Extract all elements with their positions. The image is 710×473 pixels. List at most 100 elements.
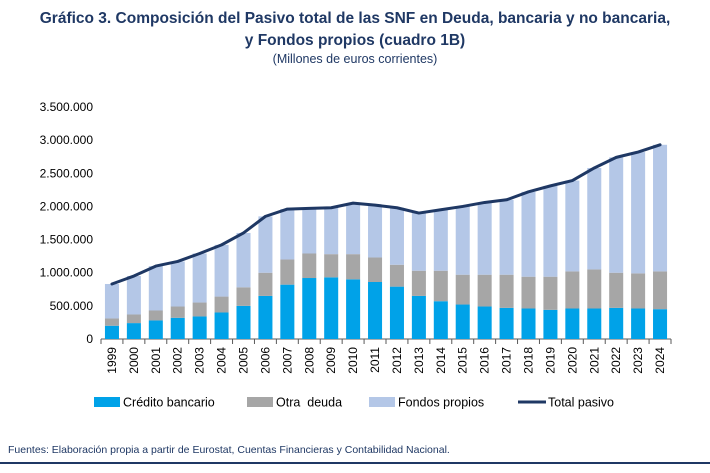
x-tick-label: 2020 (565, 347, 579, 374)
bar-credito-bancario (214, 312, 229, 339)
point-total-pasivo (154, 264, 158, 268)
y-tick-label: 2.000.000 (40, 199, 94, 213)
x-tick-label: 2022 (609, 347, 623, 374)
bar-fondos-propios (631, 152, 646, 274)
bar-credito-bancario (499, 307, 514, 339)
bar-fondos-propios (324, 207, 339, 255)
point-total-pasivo (329, 206, 333, 209)
chart-bars (104, 144, 668, 339)
point-total-pasivo (176, 260, 179, 263)
point-total-pasivo (242, 231, 245, 235)
bar-otra-deuda (411, 270, 426, 296)
bar-otra-deuda (455, 274, 470, 305)
bar-otra-deuda (280, 259, 295, 285)
bar-credito-bancario (104, 325, 119, 339)
bar-fondos-propios (126, 276, 141, 315)
bar-credito-bancario (587, 308, 602, 339)
bar-credito-bancario (543, 309, 558, 339)
bar-otra-deuda (346, 254, 361, 280)
bar-otra-deuda (609, 272, 624, 308)
bar-fondos-propios (170, 261, 185, 307)
footer-divider (0, 462, 710, 464)
bar-credito-bancario (609, 307, 624, 339)
bar-credito-bancario (148, 320, 163, 339)
bar-credito-bancario (346, 279, 361, 339)
bar-fondos-propios (653, 144, 668, 272)
point-total-pasivo (110, 282, 114, 286)
legend-swatch (94, 397, 120, 407)
x-tick-label: 2016 (478, 347, 492, 374)
bar-otra-deuda (324, 254, 339, 278)
x-tick-label: 2002 (171, 347, 185, 374)
source-note: Fuentes: Elaboración propia a partir de … (8, 444, 450, 456)
point-total-pasivo (614, 156, 618, 159)
x-tick-label: 2004 (215, 347, 229, 374)
bar-fondos-propios (104, 283, 119, 319)
bar-credito-bancario (324, 277, 339, 339)
bar-fondos-propios (236, 232, 251, 288)
bar-credito-bancario (126, 323, 141, 339)
bar-credito-bancario (455, 304, 470, 339)
x-tick-label: 2019 (543, 347, 557, 374)
point-total-pasivo (505, 198, 508, 201)
point-total-pasivo (483, 201, 486, 204)
bar-otra-deuda (565, 271, 580, 309)
y-tick-label: 1.500.000 (40, 233, 94, 247)
point-total-pasivo (571, 179, 574, 182)
point-total-pasivo (461, 205, 464, 208)
bar-credito-bancario (411, 295, 426, 339)
chart-subtitle: (Millones de euros corrientes) (272, 52, 438, 66)
bar-otra-deuda (499, 274, 514, 308)
bar-otra-deuda (389, 264, 404, 287)
bar-fondos-propios (214, 244, 229, 297)
y-tick-label: 3.000.000 (40, 133, 94, 147)
point-total-pasivo (286, 207, 289, 211)
bar-otra-deuda (148, 310, 163, 321)
bar-otra-deuda (653, 271, 668, 310)
y-tick-label: 3.500.000 (40, 100, 94, 114)
chart-legend: Crédito bancario Otra deuda Fondos propios… (94, 396, 614, 410)
y-tick-label: 2.500.000 (40, 166, 94, 180)
point-total-pasivo (198, 252, 201, 255)
x-tick-label: 2008 (302, 347, 316, 374)
bar-otra-deuda (587, 269, 602, 309)
x-tick-label: 2006 (258, 347, 272, 374)
bar-otra-deuda (477, 274, 492, 307)
bar-otra-deuda (302, 253, 317, 279)
bar-credito-bancario (280, 284, 295, 339)
line-total-pasivo (110, 143, 662, 286)
point-total-pasivo (549, 184, 552, 188)
bar-fondos-propios (389, 207, 404, 265)
x-tick-label: 2001 (149, 347, 163, 374)
bar-credito-bancario (653, 309, 668, 339)
point-total-pasivo (527, 190, 530, 194)
y-tick-label: 500.000 (50, 299, 94, 313)
point-total-pasivo (351, 201, 355, 205)
bar-credito-bancario (433, 301, 448, 339)
bar-otra-deuda (521, 276, 536, 309)
bar-credito-bancario (258, 295, 273, 339)
bar-otra-deuda (126, 314, 141, 324)
legend-label: Fondos propios (398, 396, 484, 410)
point-total-pasivo (373, 203, 377, 207)
bar-fondos-propios (433, 209, 448, 271)
bar-fondos-propios (499, 199, 514, 275)
bar-fondos-propios (543, 185, 558, 277)
bar-credito-bancario (565, 308, 580, 339)
x-tick-label: 2015 (456, 347, 470, 374)
bar-fondos-propios (455, 206, 470, 275)
x-tick-label: 2021 (587, 347, 601, 374)
bar-fondos-propios (302, 208, 317, 254)
x-tick-label: 2017 (500, 347, 514, 374)
bar-fondos-propios (258, 216, 273, 273)
bar-otra-deuda (192, 302, 207, 317)
legend-swatch (369, 397, 395, 407)
bar-fondos-propios (521, 191, 536, 277)
bar-fondos-propios (587, 167, 602, 270)
y-tick-label: 0 (86, 332, 93, 346)
chart-title-line-1: Gráfico 3. Composición del Pasivo total … (39, 10, 671, 27)
point-total-pasivo (636, 150, 640, 154)
chart-line (110, 143, 662, 286)
point-total-pasivo (395, 206, 399, 209)
